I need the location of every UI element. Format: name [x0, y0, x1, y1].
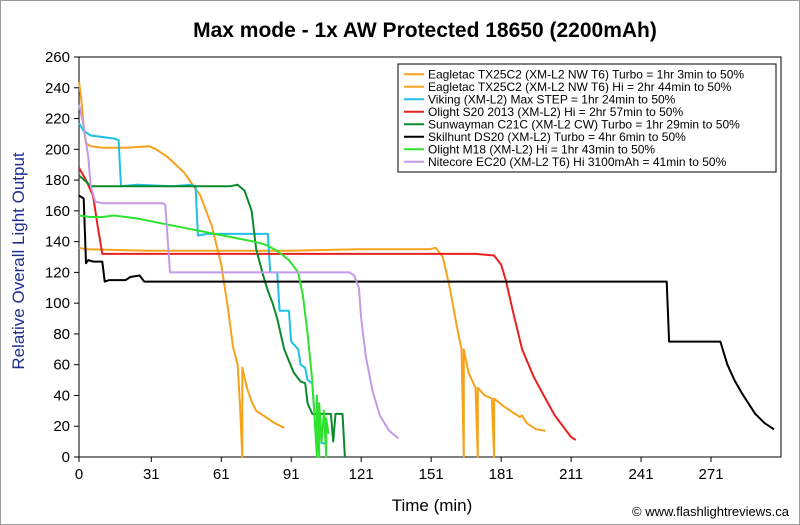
series-line-4	[78, 167, 577, 441]
series-line-1	[78, 81, 285, 458]
legend-label-5: Sunwayman C21C (XM-L2 CW) Turbo = 1hr 29…	[428, 117, 740, 131]
x-tick-label: 241	[629, 466, 654, 483]
y-tick-label: 160	[45, 203, 70, 220]
legend-label-3: Viking (XM-L2) Max STEP = 1hr 24min to 5…	[428, 92, 676, 106]
y-tick-label: 100	[45, 295, 70, 312]
y-tick-label: 0	[62, 449, 70, 466]
series-layer	[78, 81, 775, 458]
y-tick-label: 80	[53, 326, 70, 343]
y-tick-label: 240	[45, 80, 70, 97]
legend-label-6: Skilhunt DS20 (XM-L2) Turbo = 4hr 6min t…	[428, 130, 686, 144]
series-line-2	[78, 246, 546, 458]
x-tick-label: 181	[489, 466, 514, 483]
x-tick-label: 61	[213, 466, 230, 483]
y-tick-label: 140	[45, 234, 70, 251]
y-tick-label: 260	[45, 49, 70, 66]
y-tick-label: 220	[45, 111, 70, 128]
series-line-8	[78, 104, 400, 440]
x-tick-label: 91	[283, 466, 300, 483]
plot-area	[78, 56, 782, 458]
x-axis-label: Time (min)	[392, 496, 473, 515]
x-tick-label: 211	[559, 466, 583, 483]
series-line-3	[78, 122, 327, 445]
series-line-6	[78, 194, 775, 431]
y-tick-label: 180	[45, 172, 70, 189]
legend-label-2: Eagletac TX25C2 (XM-L2 NW T6) Hi = 2hr 4…	[428, 80, 732, 94]
y-tick-label: 20	[53, 418, 70, 435]
x-tick-label: 31	[143, 466, 160, 483]
x-tick-label: 121	[349, 466, 374, 483]
axes-layer: 0 20 40 60 80 100 120 140 160 180 200 220 240 260 0 31 6…	[45, 49, 782, 483]
y-tick-label: 200	[45, 141, 70, 158]
chart-title: Max mode - 1x AW Protected 18650 (2200mA…	[193, 19, 657, 42]
legend-box	[397, 63, 777, 173]
legend: Eagletac TX25C2 (XM-L2 NW T6) Turbo = 1h…	[397, 63, 777, 173]
legend-label-8: Nitecore EC20 (XM-L2 T6) Hi 3100mAh = 41…	[428, 155, 727, 169]
y-tick-label: 60	[53, 357, 70, 374]
legend-label-1: Eagletac TX25C2 (XM-L2 NW T6) Turbo = 1h…	[428, 67, 744, 81]
x-tick-label: 271	[699, 466, 724, 483]
legend-label-7: Olight M18 (XM-L2) Hi = 1hr 43min to 50%	[428, 142, 655, 156]
y-tick-label: 120	[45, 264, 70, 281]
y-tick-label: 40	[53, 387, 70, 404]
y-axis-label: Relative Overall Light Output	[9, 152, 28, 370]
x-tick-label: 0	[75, 466, 83, 483]
x-tick-label: 151	[419, 466, 444, 483]
legend-label-4: Olight S20 2013 (XM-L2) Hi = 2hr 57min t…	[428, 105, 683, 119]
credit-text: © www.flashlightreviews.ca	[632, 504, 790, 519]
